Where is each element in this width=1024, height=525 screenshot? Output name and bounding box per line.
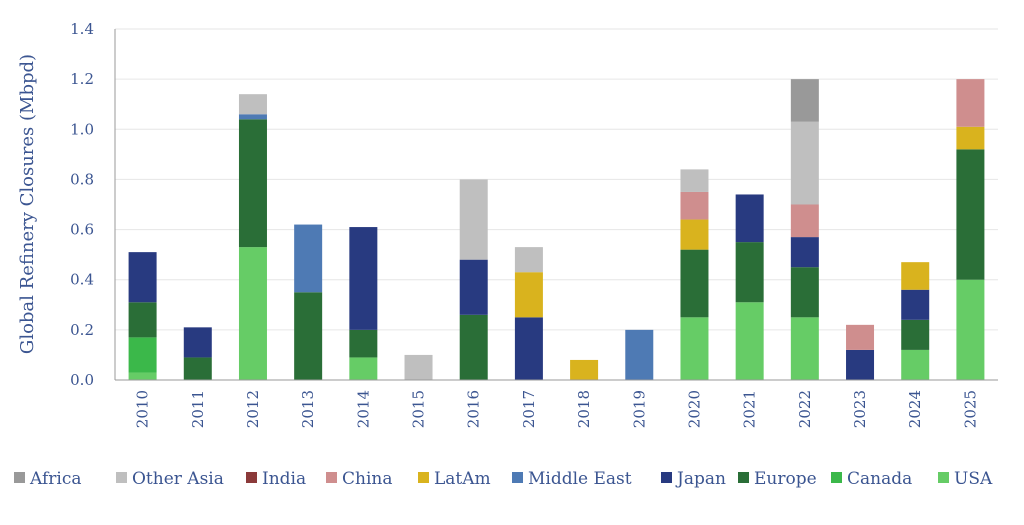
axes [114, 29, 998, 381]
bar-segment-japan-2014 [349, 227, 378, 330]
x-tick-label: 2025 [961, 390, 979, 428]
x-tick-label: 2024 [906, 390, 924, 428]
x-tick-label: 2013 [299, 390, 317, 428]
bar-segment-europe-2010 [128, 302, 157, 338]
x-tick-label: 2016 [465, 390, 483, 428]
bar-segment-china-2025 [956, 79, 985, 127]
bar-segment-latam-2025 [956, 126, 985, 150]
y-tick-label: 0.8 [70, 170, 94, 188]
legend-label: Middle East [528, 469, 632, 489]
bar-segment-latam-2024 [901, 262, 930, 290]
bar-segment-europe-2014 [349, 329, 378, 358]
bar-segment-europe-2024 [901, 319, 930, 350]
legend-swatch-africa [14, 472, 25, 483]
legend-swatch-canada [831, 472, 842, 483]
legend-swatch-india [246, 472, 257, 483]
legend-label: China [342, 469, 392, 489]
bar-segment-canada-2010 [128, 337, 157, 373]
legend-label: Africa [29, 469, 82, 489]
bar-segment-africa-2022 [790, 79, 819, 122]
legend-swatch-middle-east [512, 472, 523, 483]
bar-segment-other-asia-2020 [680, 169, 709, 192]
bar-segment-other-asia-2016 [459, 179, 488, 260]
bar-segment-usa-2021 [735, 302, 764, 380]
x-tick-label: 2014 [354, 390, 372, 428]
bar-segment-other-asia-2022 [790, 121, 819, 205]
bar-segment-europe-2021 [735, 242, 764, 303]
x-tick-label: 2023 [851, 390, 869, 428]
bar-segment-usa-2022 [790, 317, 819, 380]
y-tick-labels: 0.0 0.2 0.4 0.6 0.8 1.0 1.2 1.4 [70, 20, 94, 389]
y-tick-label: 0.0 [70, 371, 94, 389]
bar-segment-europe-2013 [294, 292, 323, 380]
y-tick-label: 1.0 [70, 120, 94, 138]
bar-segment-usa-2010 [128, 372, 157, 380]
legend-label: Canada [847, 469, 912, 489]
bar-segment-latam-2020 [680, 219, 709, 250]
y-tick-label: 0.6 [70, 221, 94, 239]
bar-segment-middle-east-2019 [625, 329, 654, 380]
bar-segment-japan-2024 [901, 289, 930, 320]
bar-segment-japan-2016 [459, 259, 488, 315]
x-tick-label: 2012 [244, 390, 262, 428]
bar-segment-usa-2020 [680, 317, 709, 380]
bar-segment-europe-2022 [790, 267, 819, 318]
x-tick-labels: 2010 2011 2012 2013 2014 2015 2016 2017 2018 2019… [134, 390, 980, 428]
bar-segment-japan-2017 [514, 317, 543, 380]
bar-segment-middle-east-2013 [294, 224, 323, 293]
bar-segment-europe-2020 [680, 249, 709, 318]
x-tick-label: 2010 [134, 390, 152, 428]
x-tick-label: 2017 [520, 390, 538, 428]
bar-segment-europe-2011 [183, 357, 212, 380]
legend-label: India [262, 469, 306, 489]
legend-label: LatAm [434, 469, 491, 489]
y-axis-title: Global Refinery Closures (Mbpd) [17, 54, 38, 354]
legend-swatch-china [326, 472, 337, 483]
bar-segment-other-asia-2012 [238, 94, 267, 115]
legend-swatch-europe [738, 472, 749, 483]
legend-label: Europe [754, 469, 817, 489]
bar-segment-china-2023 [846, 324, 875, 350]
x-tick-label: 2011 [189, 390, 207, 428]
bar-segment-europe-2016 [459, 314, 488, 380]
x-tick-label: 2021 [741, 390, 759, 428]
bar-segment-usa-2014 [349, 357, 378, 380]
x-tick-label: 2015 [410, 390, 428, 428]
bar-segment-japan-2021 [735, 194, 764, 243]
x-tick-label: 2022 [796, 390, 814, 428]
bar-segment-china-2022 [790, 204, 819, 238]
legend-label: Japan [675, 469, 726, 489]
bar-segment-middle-east-2012 [238, 114, 267, 120]
bar-segment-usa-2025 [956, 279, 985, 380]
x-tick-label: 2020 [685, 390, 703, 428]
bar-segment-europe-2025 [956, 149, 985, 280]
bar-segment-japan-2011 [183, 327, 212, 358]
bar-segment-latam-2018 [570, 359, 599, 380]
bar-segment-other-asia-2017 [514, 247, 543, 273]
stacked-bars [128, 79, 985, 380]
bar-segment-usa-2012 [238, 247, 267, 380]
legend-swatch-other-asia [116, 472, 127, 483]
legend-label: Other Asia [132, 469, 224, 489]
y-tick-label: 0.2 [70, 321, 94, 339]
y-tick-label: 1.4 [70, 20, 94, 38]
bar-segment-other-asia-2015 [404, 354, 433, 380]
bar-segment-japan-2010 [128, 252, 157, 303]
bar-segment-latam-2017 [514, 272, 543, 318]
legend-swatch-usa [938, 472, 949, 483]
bar-segment-japan-2023 [846, 349, 875, 380]
y-tick-label: 0.4 [70, 271, 94, 289]
legend-label: USA [954, 469, 993, 489]
bar-segment-usa-2024 [901, 349, 930, 380]
legend-swatch-japan [661, 472, 672, 483]
bar-segment-japan-2022 [790, 237, 819, 268]
bar-segment-europe-2012 [238, 119, 267, 248]
y-tick-label: 1.2 [70, 70, 94, 88]
legend-swatch-latam [418, 472, 429, 483]
legend: Africa Other Asia India China LatAm Middle Ea… [14, 469, 993, 489]
bar-segment-china-2020 [680, 191, 709, 220]
x-tick-label: 2019 [630, 390, 648, 428]
x-tick-label: 2018 [575, 390, 593, 428]
